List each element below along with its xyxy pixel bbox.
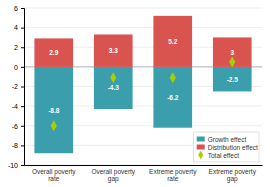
grid-line	[24, 165, 262, 166]
point	[229, 57, 235, 68]
legend-label: Total effect	[208, 152, 240, 159]
y-tick-mark	[21, 87, 24, 88]
bar	[34, 38, 73, 66]
data-label: -8.8	[48, 107, 60, 114]
data-label: 3.3	[109, 47, 118, 54]
y-tick-mark	[21, 145, 24, 146]
y-tick: -10	[8, 162, 24, 169]
data-label: -4.3	[108, 84, 120, 91]
x-tick-label-line: gap	[108, 175, 119, 183]
y-tick: 2	[14, 44, 24, 51]
series	[51, 57, 236, 132]
y-tick-label: 2	[14, 44, 18, 51]
y-tick-mark	[21, 165, 24, 166]
y-tick: -4	[12, 103, 24, 110]
legend: Growth effectDistribution effectTotal ef…	[194, 132, 259, 162]
series	[34, 16, 251, 67]
x-tick-label-line: rate	[167, 175, 179, 182]
x-tick-label: Overall povertygap	[91, 168, 135, 183]
grid	[24, 8, 262, 165]
x-tick-label-line: rate	[48, 175, 60, 182]
point	[51, 120, 57, 131]
legend-swatch	[197, 137, 205, 142]
y-tick-label: -4	[12, 103, 18, 110]
bar	[34, 67, 73, 153]
grid-line	[24, 8, 262, 9]
y-tick-mark	[21, 126, 24, 127]
legend-swatch	[197, 145, 205, 150]
bar	[153, 67, 192, 128]
y-tick-label: 0	[14, 64, 18, 71]
y-tick: 6	[14, 5, 24, 12]
data-label: -6.2	[167, 94, 179, 101]
y-tick-mark	[21, 67, 24, 68]
legend-item: Distribution effect	[197, 144, 258, 151]
data-labels: -8.8 -4.3 -6.2 -2.5 2.9 3.3 5.2 3	[48, 38, 238, 114]
y-tick-label: -6	[12, 122, 18, 129]
data-label: 5.2	[168, 38, 177, 45]
series	[34, 67, 251, 153]
legend-frame	[194, 132, 259, 162]
bar	[153, 16, 192, 67]
x-tick-label: Extreme povertygap	[209, 168, 257, 183]
y-tick-mark	[21, 8, 24, 9]
y-tick-label: -8	[12, 142, 18, 149]
y-tick-mark	[21, 47, 24, 48]
legend-swatch	[198, 151, 203, 160]
bar	[94, 67, 133, 109]
x-tick: Extreme povertygap	[209, 165, 257, 183]
grid-line	[24, 27, 262, 28]
y-tick: 0	[14, 64, 24, 71]
x-axis-line	[25, 165, 263, 166]
data-label: -2.5	[227, 76, 239, 83]
x-tick-label: Extreme povertyrate	[149, 168, 197, 182]
point	[170, 72, 176, 83]
y-axis: -10 -8 -6 -4 -2 0 2 4 6	[8, 5, 25, 169]
y-tick-label: -10	[8, 162, 18, 169]
y-tick: -6	[12, 122, 24, 129]
y-axis-line	[21, 9, 25, 166]
legend-label: Growth effect	[208, 136, 247, 143]
plot: -10-8-6-4-20246Overall povertyrateOveral…	[8, 5, 263, 183]
y-tick-label: 4	[14, 24, 18, 31]
y-tick-label: -2	[12, 83, 18, 90]
y-tick-mark	[21, 106, 24, 107]
x-axis: Overall povertyrate Overall povertygap Ext…	[25, 165, 263, 183]
bar	[213, 37, 252, 66]
bar	[213, 67, 252, 92]
y-tick: -2	[12, 83, 24, 90]
point	[110, 72, 116, 83]
legend-label: Distribution effect	[208, 144, 258, 151]
y-tick-label: 6	[14, 5, 18, 12]
chart: -10-8-6-4-20246Overall povertyrateOveral…	[0, 0, 270, 187]
x-tick: Overall povertyrate	[32, 165, 76, 182]
y-tick-mark	[21, 28, 24, 29]
bar	[94, 34, 133, 66]
legend-item: Growth effect	[197, 136, 247, 143]
y-tick: -8	[12, 142, 24, 149]
x-tick-label: Overall povertyrate	[32, 168, 76, 182]
x-tick: Extreme povertyrate	[149, 165, 197, 182]
x-tick: Overall povertygap	[91, 165, 135, 183]
data-label: 2.9	[49, 49, 58, 56]
x-tick-label-line: gap	[227, 175, 238, 183]
legend-item: Total effect	[198, 151, 239, 160]
data-label: 3	[230, 49, 234, 56]
y-tick: 4	[14, 24, 24, 31]
